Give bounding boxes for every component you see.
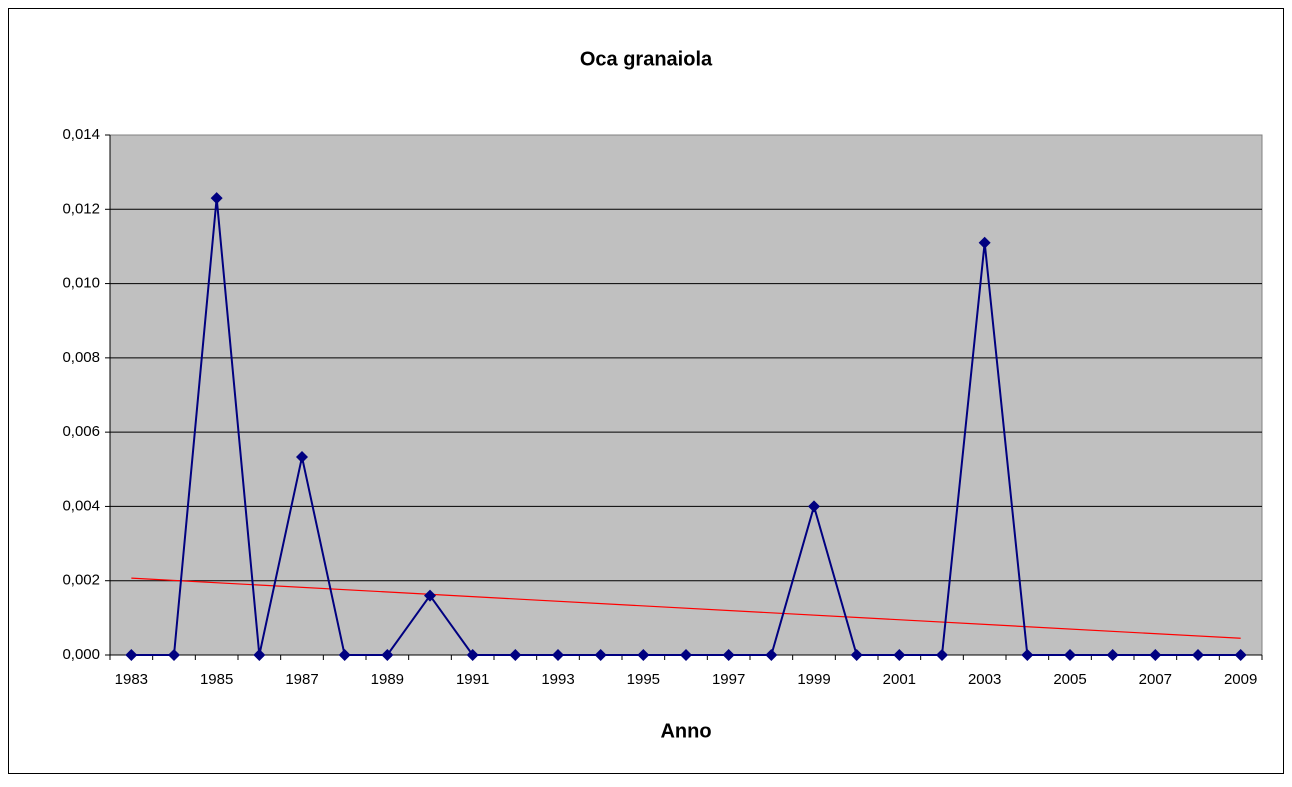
data-point — [1149, 649, 1162, 661]
data-point — [466, 649, 479, 661]
data-point — [850, 649, 863, 661]
x-tick-label: 1997 — [712, 671, 745, 688]
data-point — [594, 649, 607, 661]
y-tick-label: 0,010 — [62, 275, 100, 292]
y-tick-label: 0,012 — [62, 200, 100, 217]
data-point — [125, 649, 138, 661]
data-point — [210, 192, 223, 205]
y-tick-label: 0,006 — [62, 423, 100, 440]
data-point — [1021, 649, 1034, 661]
y-tick-label: 0,004 — [62, 497, 100, 514]
data-point — [1234, 649, 1247, 661]
data-point — [424, 589, 436, 602]
data-point — [552, 649, 564, 661]
x-tick-label: 1987 — [285, 671, 318, 688]
data-point — [808, 500, 820, 513]
y-tick-label: 0,000 — [62, 646, 100, 663]
y-tick-label: 0,002 — [62, 572, 100, 589]
x-tick-label: 1991 — [456, 671, 489, 688]
x-tick-label: 2001 — [883, 671, 916, 688]
y-tick-label: 0,014 — [62, 126, 100, 143]
data-point — [338, 649, 351, 661]
data-point — [637, 649, 650, 661]
data-point — [1106, 649, 1119, 661]
x-tick-label: 2005 — [1053, 671, 1086, 688]
data-point — [1192, 649, 1204, 661]
chart-title: Oca granaiola — [580, 48, 713, 70]
data-point — [296, 451, 308, 464]
x-tick-label: 1985 — [200, 671, 233, 688]
data-point — [722, 649, 735, 661]
y-tick-label: 0,008 — [62, 349, 100, 366]
data-point — [168, 649, 180, 661]
data-point — [509, 649, 522, 661]
plot-area — [109, 134, 1263, 656]
data-point — [765, 649, 778, 661]
x-tick-label: 1983 — [115, 671, 148, 688]
data-point — [893, 649, 906, 661]
x-tick-label: 1995 — [627, 671, 660, 688]
data-point — [936, 649, 948, 661]
data-point — [253, 649, 266, 661]
data-point — [381, 649, 394, 661]
x-tick-label: 2007 — [1139, 671, 1172, 688]
x-tick-label: 1989 — [371, 671, 404, 688]
x-tick-label: 2009 — [1224, 671, 1257, 688]
trendline — [131, 577, 1241, 639]
x-tick-label: 2003 — [968, 671, 1001, 688]
data-point — [1064, 649, 1076, 661]
data-point — [680, 649, 692, 661]
x-tick-label: 1999 — [797, 671, 830, 688]
x-axis-label: Anno — [660, 720, 711, 742]
x-tick-label: 1993 — [541, 671, 574, 688]
data-point — [978, 236, 991, 249]
